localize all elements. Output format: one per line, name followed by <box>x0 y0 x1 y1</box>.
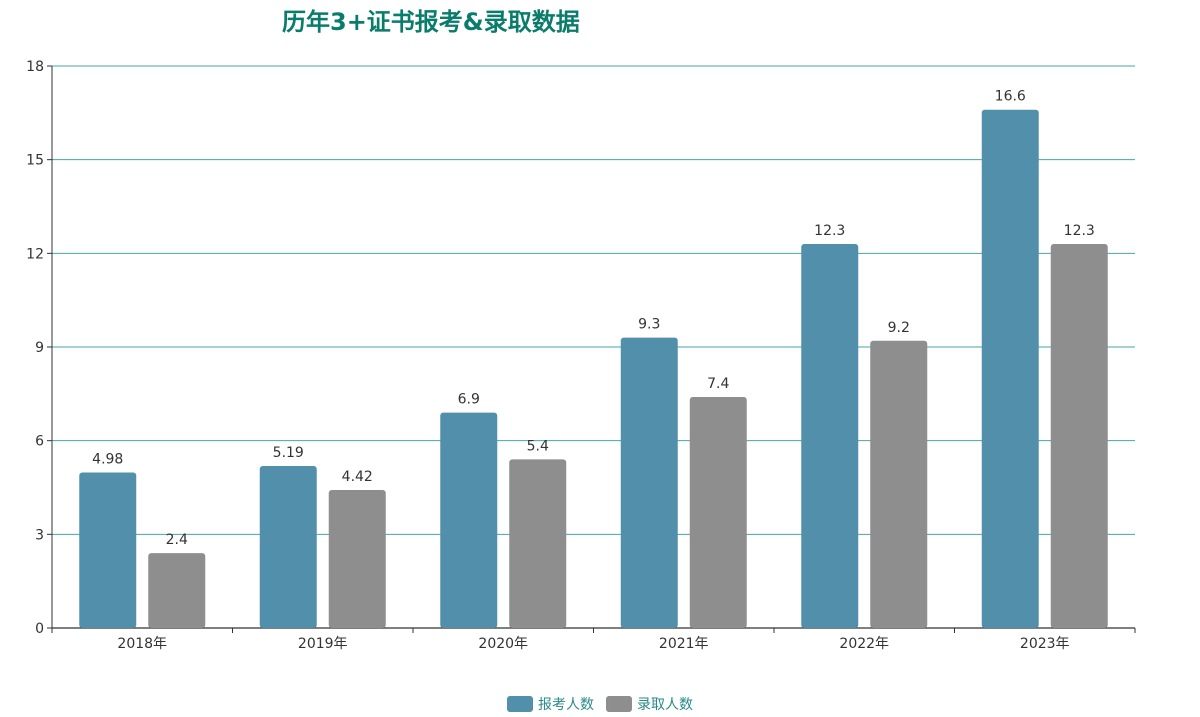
data-label: 4.42 <box>342 469 373 485</box>
bar-series-1 <box>259 465 317 628</box>
y-tick-label: 12 <box>26 246 44 262</box>
bar-series-1 <box>801 243 859 628</box>
bar-series-1 <box>79 472 137 628</box>
x-tick-label: 2019年 <box>298 636 348 652</box>
bar-series-1 <box>620 337 678 628</box>
legend-label-series-1: 报考人数 <box>538 697 594 713</box>
legend-label-series-2: 录取人数 <box>637 697 693 713</box>
bar-series-2 <box>870 340 928 628</box>
y-tick-label: 18 <box>26 59 44 75</box>
bar-chart: 0 3 6 9 12 15 18 2018年 4.98 2.4 2019年 5.19 4.42 2020年… <box>26 59 1136 652</box>
data-label: 5.4 <box>527 438 549 454</box>
x-tick-label: 2021年 <box>659 636 709 652</box>
x-tick-label: 2020年 <box>478 636 528 652</box>
y-tick-label: 6 <box>35 434 44 450</box>
legend-item-series-2[interactable]: 录取人数 <box>606 694 693 714</box>
legend-swatch-series-1 <box>507 696 533 712</box>
data-label: 12.3 <box>814 223 845 239</box>
data-label: 16.6 <box>995 89 1026 105</box>
data-label: 2.4 <box>166 532 188 548</box>
data-label: 6.9 <box>458 392 480 408</box>
bar-series-2 <box>328 489 386 628</box>
bar-series-1 <box>440 412 498 628</box>
x-tick-label: 2018年 <box>117 636 167 652</box>
y-tick-label: 9 <box>35 340 44 356</box>
chart-title: 历年3+证书报考&录取数据 <box>282 8 580 36</box>
bar-series-2 <box>1050 243 1108 628</box>
data-label: 9.3 <box>638 317 660 333</box>
bar-series-2 <box>148 553 206 628</box>
y-tick-label: 3 <box>35 527 44 543</box>
x-tick-label: 2022年 <box>839 636 889 652</box>
legend[interactable]: 报考人数 录取人数 <box>0 694 1200 714</box>
bar-series-2 <box>509 459 567 628</box>
legend-swatch-series-2 <box>606 696 632 712</box>
y-tick-label: 15 <box>26 153 44 169</box>
data-label: 7.4 <box>707 376 729 392</box>
data-label: 5.19 <box>273 445 304 461</box>
data-label: 9.2 <box>888 320 910 336</box>
y-tick-label: 0 <box>35 621 44 637</box>
x-tick-label: 2023年 <box>1020 636 1070 652</box>
data-label: 12.3 <box>1064 223 1095 239</box>
legend-item-series-1[interactable]: 报考人数 <box>507 694 594 714</box>
bar-series-1 <box>981 109 1039 628</box>
bar-series-2 <box>689 396 747 628</box>
data-label: 4.98 <box>92 452 123 468</box>
